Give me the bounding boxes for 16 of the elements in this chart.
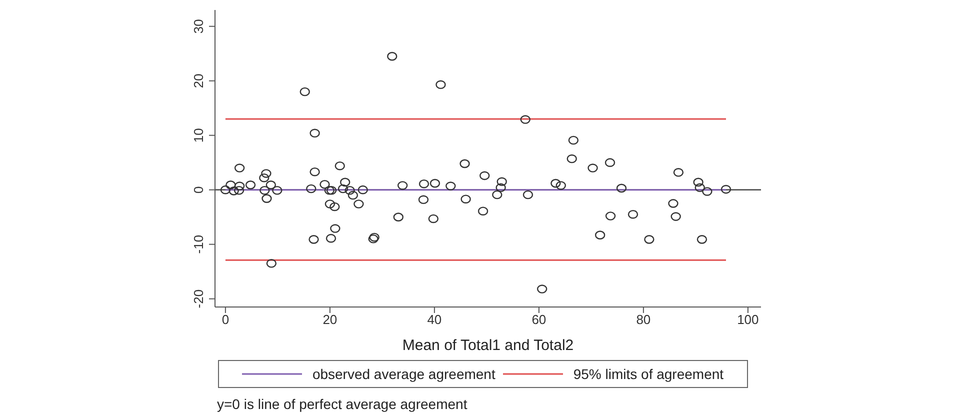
y-tick-label: 0	[191, 186, 206, 194]
text: y=0 is line of perfect average agreement	[217, 396, 468, 412]
x-tick-label: 0	[222, 312, 230, 328]
x-axis-title: Mean of Total1 and Total2	[402, 337, 574, 354]
legend-label: 95% limits of agreement	[573, 366, 724, 382]
x-tick-label: 80	[636, 312, 651, 328]
x-tick-label: 100	[737, 312, 759, 328]
y-tick-label: -20	[191, 289, 206, 308]
y-tick-label: 30	[191, 19, 206, 34]
y-tick-label: -10	[191, 234, 206, 254]
x-tick-label: 20	[322, 312, 338, 328]
y-tick-label: 20	[191, 74, 206, 88]
y-tick-label: 10	[191, 128, 206, 143]
x-tick-label: 60	[532, 312, 546, 328]
legend-label: observed average agreement	[312, 366, 496, 382]
x-tick-label: 40	[427, 312, 442, 328]
